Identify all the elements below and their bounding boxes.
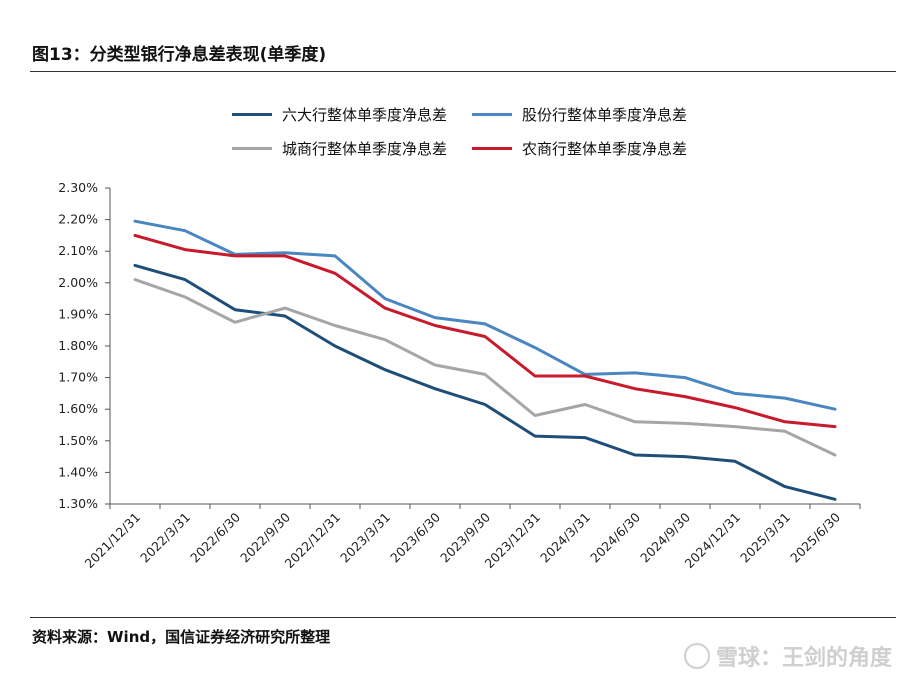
legend-label: 农商行整体单季度净息差 <box>522 140 688 158</box>
series-line-3 <box>133 233 837 429</box>
snowball-logo-icon <box>683 643 710 669</box>
x-tick-label: 2022/6/30 <box>187 509 243 565</box>
y-tick-label: 1.40% <box>58 464 98 479</box>
series-line-0 <box>133 263 837 501</box>
bottom-divider <box>30 617 896 618</box>
legend-swatch <box>232 113 272 116</box>
y-tick-label: 1.90% <box>58 306 98 321</box>
legend-swatch <box>232 147 272 150</box>
y-tick-label: 2.30% <box>58 180 98 195</box>
source-note: 资料来源：Wind，国信证券经济研究所整理 <box>32 628 331 646</box>
x-tick-label: 2023/3/31 <box>337 510 393 566</box>
legend-swatch <box>472 113 512 116</box>
legend-label: 六大行整体单季度净息差 <box>282 106 448 124</box>
x-tick-label: 2025/6/30 <box>787 509 843 565</box>
y-tick-label: 1.80% <box>58 338 98 353</box>
legend-item-big-six: 六大行整体单季度净息差 <box>232 104 447 125</box>
chart-title: 图13：分类型银行净息差表现(单季度) <box>32 45 327 65</box>
series-line-1 <box>133 219 837 411</box>
y-tick-label: 1.30% <box>58 496 98 511</box>
y-tick-label: 2.20% <box>58 212 98 227</box>
y-tick-label: 1.50% <box>58 433 98 448</box>
y-tick-label: 1.70% <box>58 370 98 385</box>
legend-item-rural-commercial: 农商行整体单季度净息差 <box>472 138 687 159</box>
x-tick-label: 2021/12/31 <box>82 510 144 572</box>
x-tick-label: 2025/3/31 <box>737 510 793 566</box>
x-tick-label: 2023/6/30 <box>387 509 443 565</box>
watermark: 雪球：王剑的角度 <box>683 640 892 672</box>
y-tick-label: 2.10% <box>58 243 98 258</box>
y-tick-label: 2.00% <box>58 275 98 290</box>
top-divider <box>30 71 896 72</box>
x-tick-label: 2022/3/31 <box>137 510 193 566</box>
legend-label: 城商行整体单季度净息差 <box>282 140 448 158</box>
series-line-2 <box>133 278 837 457</box>
y-tick-label: 1.60% <box>58 401 98 416</box>
x-tick-label: 2024/3/31 <box>537 510 593 566</box>
legend-item-city-commercial: 城商行整体单季度净息差 <box>232 138 447 159</box>
x-tick-label: 2024/6/30 <box>587 509 643 565</box>
watermark-text: 雪球：王剑的角度 <box>715 646 892 671</box>
legend-label: 股份行整体单季度净息差 <box>522 106 688 124</box>
legend-swatch <box>472 147 512 150</box>
legend-item-joint-stock: 股份行整体单季度净息差 <box>472 104 687 125</box>
